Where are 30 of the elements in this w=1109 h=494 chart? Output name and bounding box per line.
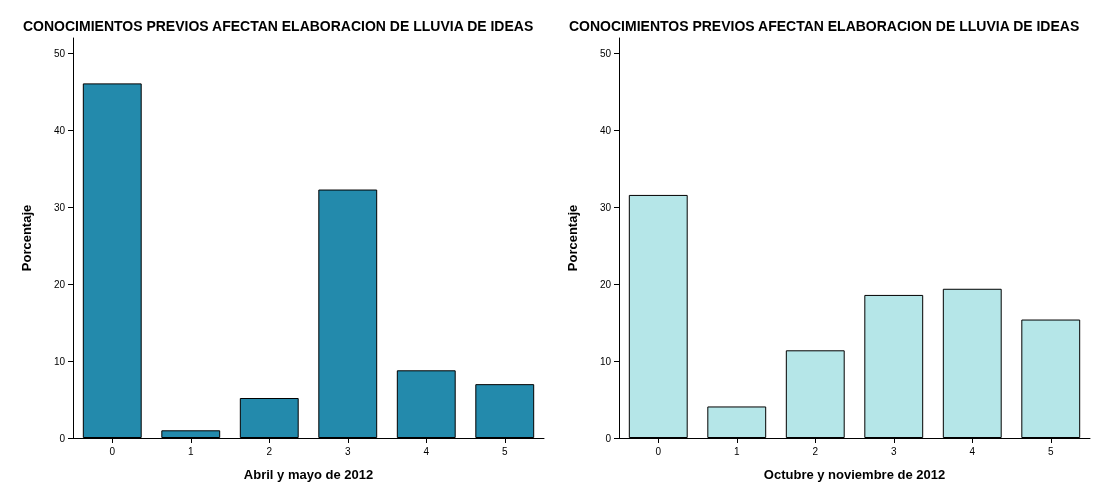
y-tick-label: 50	[599, 47, 612, 59]
y-tick-label: 20	[53, 278, 66, 290]
x-tick-label: 0	[655, 445, 662, 457]
chart-title: CONOCIMIENTOS PREVIOS AFECTAN ELABORACION DE LLUVIA DE IDEAS	[569, 18, 1080, 34]
x-axis-title: Abril y mayo de 2012	[243, 467, 374, 482]
y-tick-label: 40	[599, 124, 612, 136]
y-tick-label: 10	[599, 355, 612, 367]
x-tick-label: 4	[969, 445, 976, 457]
x-tick-label: 3	[890, 445, 897, 457]
y-tick-label: 0	[605, 432, 612, 444]
x-tick-label: 1	[187, 445, 194, 457]
y-tick-label: 50	[53, 47, 66, 59]
y-axis-title: Porcentaje	[19, 204, 34, 272]
x-tick-label: 0	[109, 445, 116, 457]
y-axis-title: Porcentaje	[565, 204, 580, 272]
y-tick-label: 0	[59, 432, 66, 444]
y-tick-label: 30	[53, 201, 66, 213]
x-tick-label: 4	[423, 445, 430, 457]
y-tick-label: 30	[599, 201, 612, 213]
y-tick-label: 10	[53, 355, 66, 367]
x-tick-label: 2	[266, 445, 273, 457]
x-tick-label: 3	[344, 445, 351, 457]
x-axis-title: Octubre y noviembre de 2012	[763, 467, 946, 482]
y-tick-label: 40	[53, 124, 66, 136]
x-tick-label: 1	[733, 445, 740, 457]
x-tick-label: 5	[501, 445, 508, 457]
x-tick-label: 2	[812, 445, 819, 457]
chart-title: CONOCIMIENTOS PREVIOS AFECTAN ELABORACION DE LLUVIA DE IDEAS	[23, 18, 534, 34]
y-tick-label: 20	[599, 278, 612, 290]
x-tick-label: 5	[1047, 445, 1054, 457]
